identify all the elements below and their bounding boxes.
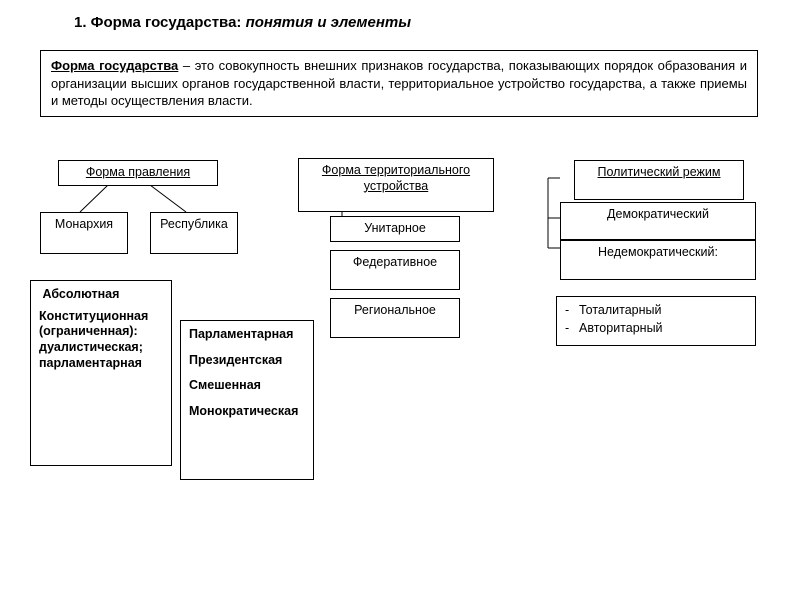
- col1-header: Форма правления: [58, 160, 218, 186]
- node-monarchy-text: Монархия: [55, 217, 113, 231]
- republic-type-mixed: Смешенная: [189, 378, 305, 394]
- title-prefix: 1. Форма государства:: [74, 14, 246, 31]
- sub-authoritarian: Авторитарный: [579, 321, 749, 335]
- col1-header-text: Форма правления: [86, 165, 190, 179]
- node-regional: Региональное: [330, 298, 460, 338]
- node-republic: Республика: [150, 212, 238, 254]
- node-nondemocratic-subtypes: Тоталитарный Авторитарный: [556, 296, 756, 346]
- node-monarchy-types: Абсолютная Конституционная (ограниченная…: [30, 280, 172, 466]
- monarchy-type-absolute: Абсолютная: [42, 287, 119, 301]
- title-italic: понятия и элементы: [246, 14, 411, 31]
- col3-header-text: Политический режим: [598, 165, 721, 179]
- node-democratic-text: Демократический: [607, 207, 709, 221]
- node-republic-types: Парламентарная Президентская Смешенная М…: [180, 320, 314, 480]
- node-unitary-text: Унитарное: [364, 221, 426, 235]
- definition-box: Форма государства – это совокупность вне…: [40, 50, 758, 117]
- sub-totalitarian: Тоталитарный: [579, 303, 749, 317]
- col2-header: Форма территориального устройства: [298, 158, 494, 212]
- node-monarchy: Монархия: [40, 212, 128, 254]
- node-federal-text: Федеративное: [353, 255, 437, 269]
- republic-type-monocratic: Монократическая: [189, 404, 305, 420]
- republic-type-presidential: Президентская: [189, 353, 305, 369]
- col2-header-text: Форма территориального устройства: [322, 163, 470, 193]
- definition-term: Форма государства: [51, 58, 178, 73]
- node-democratic: Демократический: [560, 202, 756, 240]
- node-nondemocratic: Недемократический:: [560, 240, 756, 280]
- node-unitary: Унитарное: [330, 216, 460, 242]
- page-title: 1. Форма государства: понятия и элементы: [74, 14, 411, 31]
- republic-type-parliamentary: Парламентарная: [189, 327, 305, 343]
- node-regional-text: Региональное: [354, 303, 436, 317]
- node-nondemocratic-text: Недемократический:: [598, 245, 718, 259]
- col3-header: Политический режим: [574, 160, 744, 200]
- monarchy-type-constitutional: Конституционная (ограниченная): дуалисти…: [39, 309, 163, 372]
- node-federal: Федеративное: [330, 250, 460, 290]
- node-republic-text: Республика: [160, 217, 228, 231]
